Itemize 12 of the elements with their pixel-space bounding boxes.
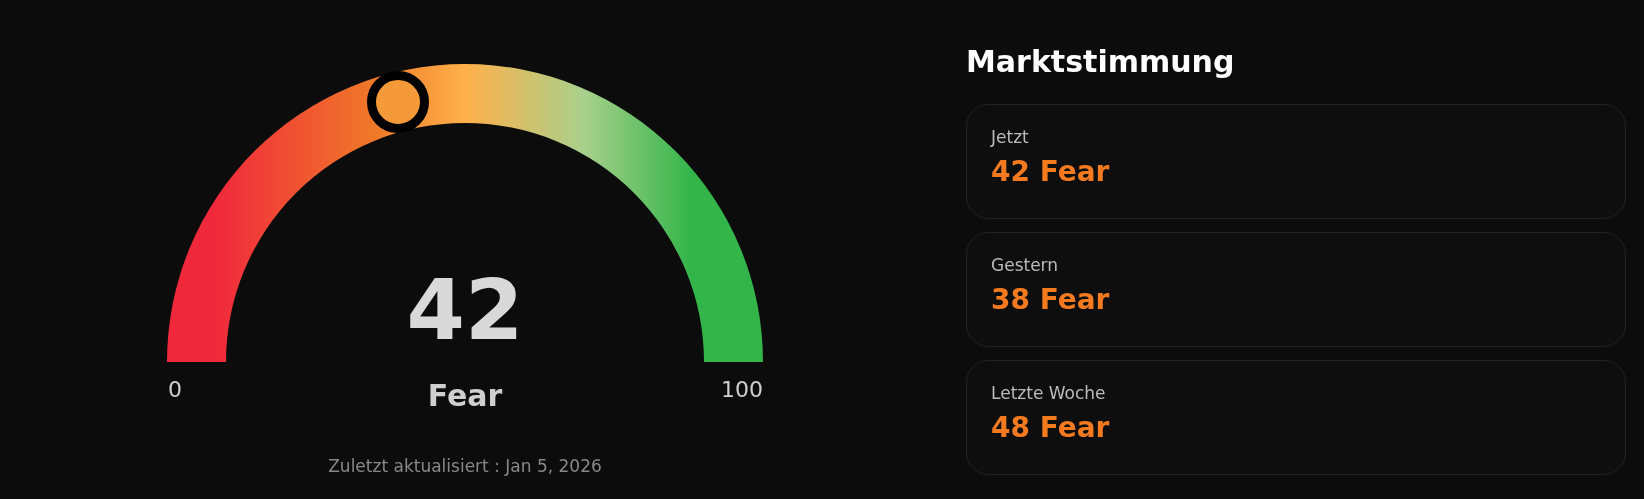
data-label: 42 <box>406 260 524 359</box>
text: Marktstimmung <box>966 43 1236 81</box>
text: 100 <box>721 376 763 402</box>
text: Fear <box>427 378 503 413</box>
text: 48 Fear <box>991 411 1111 444</box>
text: Zuletzt aktualisiert : Jan 5, 2026 <box>327 456 603 476</box>
text: 42 Fear <box>991 155 1111 188</box>
text: 38 Fear <box>991 283 1111 316</box>
text: Gestern <box>991 255 1060 275</box>
text: Jetzt <box>991 127 1030 147</box>
text: Letzte Woche <box>991 383 1107 403</box>
text: 0 <box>168 376 182 402</box>
